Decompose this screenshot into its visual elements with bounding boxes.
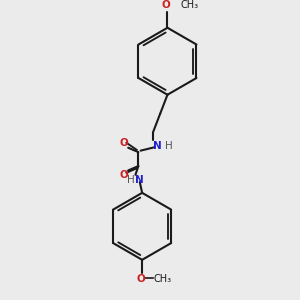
Text: O: O [136,274,145,284]
Text: N: N [154,141,162,151]
Text: CH₃: CH₃ [181,0,199,10]
Text: O: O [119,138,128,148]
Text: H: H [165,141,172,151]
Text: CH₃: CH₃ [154,274,172,284]
Text: N: N [135,175,144,185]
Text: O: O [119,170,128,180]
Text: O: O [162,0,170,10]
Text: H: H [127,175,135,185]
